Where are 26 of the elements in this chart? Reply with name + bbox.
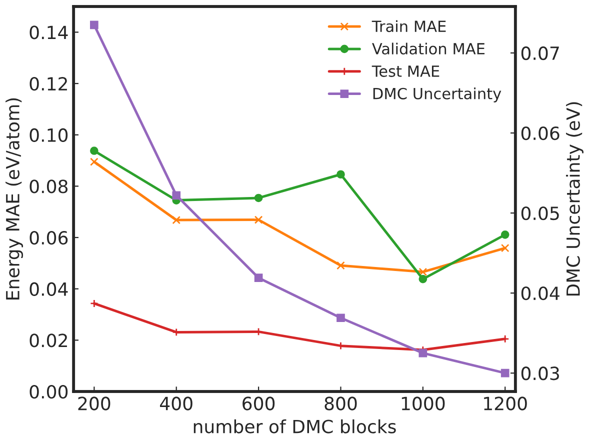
y2-tick-label: 0.05 [521, 206, 559, 220]
y-tick-label: 0.06 [30, 230, 68, 245]
y-tick-label: 0.04 [30, 282, 68, 296]
legend-label: Train MAE [372, 20, 446, 32]
x-tick-label: 1000 [402, 396, 445, 410]
x-tick-label: 1200 [484, 396, 527, 410]
x-tick-label: 400 [160, 396, 192, 410]
y-tick-label: 0.10 [30, 128, 68, 142]
x-axis-title: number of DMC blocks [194, 419, 396, 434]
y-tick-label: 0.00 [30, 384, 68, 399]
y-tick-label: 0.12 [30, 76, 67, 91]
y2-tick-label: 0.03 [521, 366, 559, 380]
y-axis-title: Energy MAE (eV/atom) [6, 98, 24, 300]
legend-label: DMC Uncertainty [373, 88, 502, 102]
y2-tick-label: 0.06 [521, 126, 560, 140]
y-tick-label: 0.14 [30, 26, 68, 40]
y-tick-label: 0.02 [30, 334, 67, 348]
x-tick-label: 800 [324, 396, 357, 410]
y2-tick-label: 0.04 [521, 286, 560, 300]
x-tick-label: 200 [78, 396, 110, 410]
y2-axis-title: DMC Uncertainty (eV) [566, 102, 584, 296]
y-tick-label: 0.08 [30, 180, 68, 194]
legend-label: Test MAE [372, 66, 440, 77]
legend-label: Validation MAE [372, 42, 485, 55]
y2-tick-label: 0.07 [521, 46, 559, 60]
x-tick-label: 600 [242, 396, 275, 410]
